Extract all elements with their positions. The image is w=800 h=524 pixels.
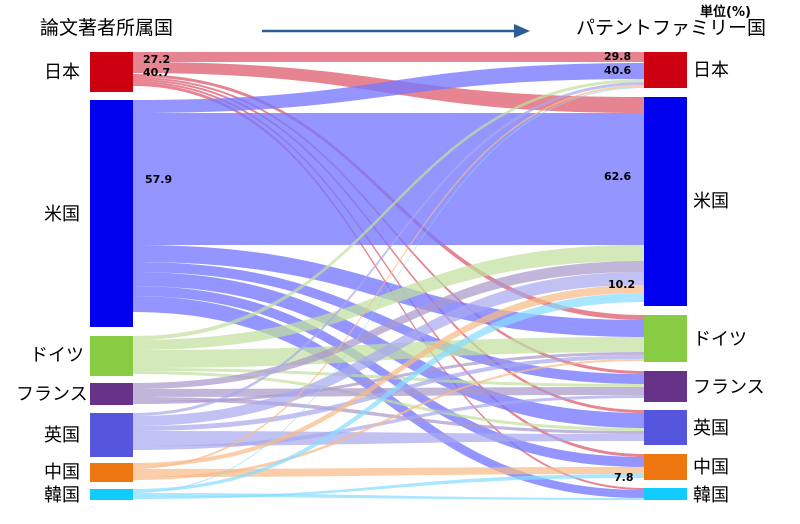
left-node-label-usa: 米国 [44,204,80,225]
right-node-label-china: 中国 [693,457,729,478]
flow-us-to-jp [133,63,644,113]
flow-de-to-jp [133,79,644,340]
flow-uk-to-jp [133,82,644,416]
flow-kr-to-jp [133,87,644,493]
value-label-left-3: 57.9 [145,173,172,186]
flow-cn-to-jp [133,85,644,469]
value-label-right-3: 62.6 [604,170,631,183]
flow-de-to-us [133,245,644,350]
right-node-bar-uk [644,410,687,445]
flows-layer [133,52,644,500]
flow-kr-to-us [133,293,644,492]
value-label-right-5: 7.8 [614,471,634,484]
right-node-label-korea: 韓国 [693,485,729,506]
value-label-right-2: 40.6 [604,64,631,77]
right-node-bar-de [644,315,687,362]
unit-label: 単位(%) [700,4,751,20]
right-node-label-usa: 米国 [693,191,729,212]
left-node-label-korea: 韓国 [44,485,80,506]
value-label-right-1: 29.8 [604,50,631,63]
right-node-bar-jp [644,52,687,88]
left-node-bar-fr [90,383,133,405]
left-node-label-germany: ドイツ [30,345,84,366]
left-node-bar-cn [90,463,133,482]
left-node-label-france: フランス [16,384,88,405]
flow-fr-to-us [133,261,644,389]
right-node-label-france: フランス [693,377,765,398]
flow-uk-to-us [133,272,644,426]
flow-us-to-us [133,113,644,245]
right-node-bar-fr [644,371,687,402]
left-node-bar-us [90,100,133,327]
flow-uk-to-fr [133,395,644,450]
right-node-label-japan: 日本 [693,60,729,81]
flow-fr-to-uk [133,397,644,434]
flow-jp-to-cn [133,81,644,457]
nodes-layer [90,52,687,500]
right-node-bar-cn [644,454,687,480]
left-node-bar-kr [90,489,133,500]
flow-cn-to-us [133,285,644,467]
right-node-bar-kr [644,488,687,500]
left-node-label-uk: 英国 [44,425,80,446]
direction-arrow [262,24,530,38]
left-node-bar-jp [90,52,133,92]
left-node-bar-de [90,336,133,376]
right-node-label-uk: 英国 [693,418,729,439]
flow-de-to-uk [133,371,644,431]
right-node-label-germany: ドイツ [693,329,747,350]
left-node-bar-uk [90,413,133,457]
value-label-left-2: 40.7 [143,66,170,79]
left-node-label-japan: 日本 [44,62,80,83]
flow-cn-to-de [133,359,644,480]
flow-kr-to-cn [133,474,644,499]
value-label-left-1: 27.2 [143,53,170,66]
flow-jp-to-jp [133,52,644,62]
flow-jp-to-uk [133,79,644,413]
left-node-label-china: 中国 [44,462,80,483]
right-axis-title: パテントファミリー国 [576,17,766,39]
left-axis-title: 論文著者所属国 [40,17,173,39]
value-label-right-4: 10.2 [608,278,635,291]
right-node-bar-us [644,97,687,306]
